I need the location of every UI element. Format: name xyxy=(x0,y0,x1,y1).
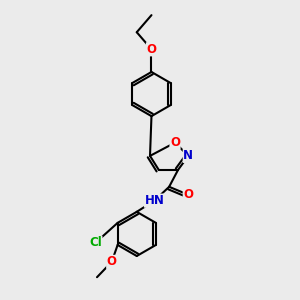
Text: O: O xyxy=(107,255,117,268)
Text: Cl: Cl xyxy=(89,236,102,249)
Text: O: O xyxy=(146,43,157,56)
Text: O: O xyxy=(183,188,193,201)
Text: O: O xyxy=(170,136,180,149)
Text: HN: HN xyxy=(145,194,164,207)
Text: N: N xyxy=(183,149,193,162)
